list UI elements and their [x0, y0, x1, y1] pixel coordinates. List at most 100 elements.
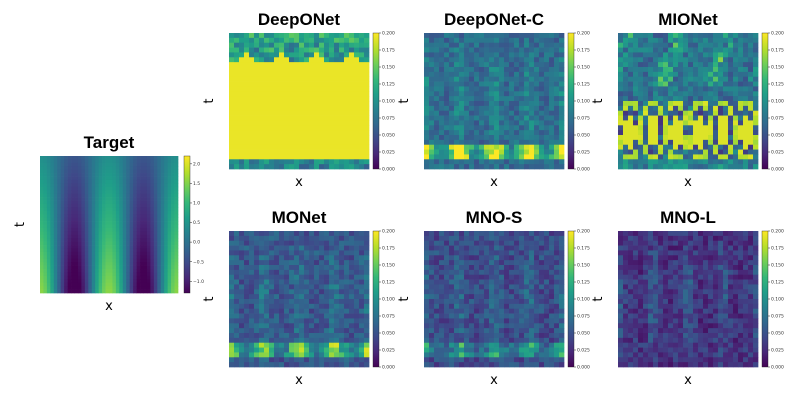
heatmap-cell: [136, 231, 141, 236]
heatmap-cell: [554, 154, 560, 160]
heatmap-cell: [324, 323, 330, 329]
heatmap-cell: [349, 154, 355, 160]
heatmap-cell: [683, 33, 689, 39]
heatmap-cell: [623, 81, 629, 87]
heatmap-cell: [71, 214, 75, 218]
heatmap-cell: [549, 57, 555, 63]
heatmap-cell: [663, 159, 669, 165]
heatmap-cell: [339, 33, 345, 39]
heatmap-cell: [57, 275, 62, 280]
heatmap-cell: [618, 120, 624, 126]
heatmap-cell: [289, 245, 295, 251]
heatmap-cell: [449, 135, 455, 141]
heatmap-cell: [309, 347, 315, 353]
heatmap-cell: [329, 299, 335, 305]
heatmap-cell: [549, 130, 555, 136]
heatmap-cell: [102, 248, 106, 253]
heatmap-cell: [50, 179, 55, 184]
heatmap-cell: [171, 197, 175, 201]
heatmap-cell: [239, 357, 245, 363]
heatmap-cell: [354, 299, 360, 305]
heatmap-cell: [284, 110, 290, 116]
heatmap-cell: [67, 159, 72, 164]
heatmap-cell: [673, 33, 679, 39]
heatmap-cell: [77, 193, 82, 198]
heatmap-cell: [434, 144, 440, 150]
heatmap-cell: [349, 135, 355, 141]
heatmap-cell: [254, 67, 260, 73]
heatmap-cell: [314, 67, 320, 73]
heatmap-cell: [239, 42, 245, 48]
heatmap-cell: [743, 149, 749, 155]
heatmap-cell: [349, 62, 355, 68]
heatmap-cell: [329, 139, 335, 146]
heatmap-cell: [713, 37, 719, 44]
heatmap-cell: [339, 52, 345, 58]
heatmap-cell: [474, 62, 480, 68]
heatmap-cell: [339, 347, 345, 353]
heatmap-cell: [534, 139, 540, 146]
heatmap-cell: [429, 308, 435, 314]
heatmap-cell: [698, 154, 704, 160]
heatmap-cell: [167, 258, 172, 263]
heatmap-cell: [718, 71, 724, 78]
heatmap-cell: [91, 289, 96, 294]
heatmap-cell: [469, 110, 475, 116]
heatmap-cell: [115, 258, 120, 263]
heatmap-cell: [74, 162, 79, 167]
heatmap-cell: [733, 130, 739, 136]
heatmap-cell: [504, 115, 510, 121]
heatmap-cell: [484, 71, 490, 78]
heatmap-cell: [424, 289, 430, 295]
heatmap-cell: [57, 156, 62, 160]
heatmap-cell: [174, 166, 179, 171]
heatmap-cell: [284, 105, 290, 112]
heatmap-cell: [143, 272, 148, 277]
heatmap-cell: [157, 214, 162, 218]
heatmap-cell: [494, 37, 500, 44]
heatmap-cell: [728, 139, 734, 146]
heatmap-cell: [122, 162, 127, 167]
heatmap-cell: [115, 245, 120, 249]
heatmap-cell: [284, 303, 290, 310]
heatmap-cell: [668, 33, 674, 39]
heatmap-cell: [304, 164, 310, 170]
heatmap-cell: [529, 135, 535, 141]
heatmap-cell: [171, 183, 175, 188]
heatmap-cell: [102, 227, 106, 232]
heatmap-cell: [269, 86, 275, 92]
heatmap-cell: [668, 149, 674, 155]
heatmap-cell: [150, 265, 155, 270]
heatmap-cell: [160, 200, 165, 205]
heatmap-cell: [274, 279, 280, 285]
heatmap-cell: [359, 231, 365, 237]
heatmap-cell: [289, 139, 295, 146]
heatmap-cell: [84, 234, 89, 239]
heatmap-cell: [658, 120, 664, 126]
heatmap-cell: [84, 156, 89, 160]
heatmap-cell: [429, 265, 435, 271]
heatmap-cell: [309, 318, 315, 324]
heatmap-cell: [454, 154, 460, 160]
heatmap-cell: [354, 52, 360, 58]
heatmap-cell: [653, 154, 659, 160]
heatmap-cell: [479, 144, 485, 150]
heatmap-cell: [153, 265, 158, 270]
heatmap-cell: [126, 269, 131, 273]
heatmap-cell: [304, 37, 310, 44]
heatmap-cell: [174, 248, 179, 253]
heatmap-cell: [143, 248, 148, 253]
heatmap-cell: [524, 110, 530, 116]
heatmap-cell: [544, 159, 550, 165]
heatmap-cell: [509, 86, 515, 92]
heatmap-cell: [434, 154, 440, 160]
heatmap-cell: [150, 186, 155, 191]
heatmap-cell: [294, 289, 300, 295]
heatmap-cell: [112, 286, 117, 290]
heatmap-cell: [444, 33, 450, 39]
x-axis-label-deeponet_c: x: [490, 175, 498, 190]
heatmap-cell: [439, 265, 445, 271]
heatmap-cell: [53, 197, 58, 201]
heatmap-cell: [274, 260, 280, 266]
heatmap-cell: [239, 57, 245, 63]
